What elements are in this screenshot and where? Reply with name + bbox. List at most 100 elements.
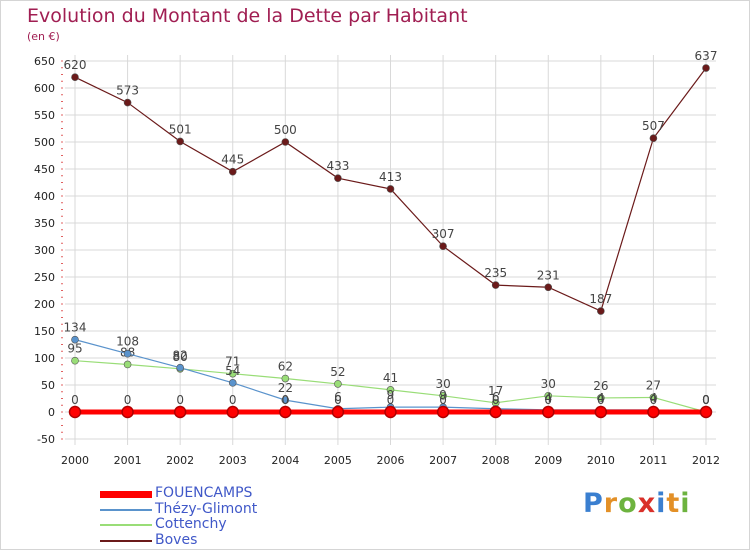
data-label: 6 (492, 390, 500, 404)
x-tick-label: 2011 (639, 454, 667, 467)
data-point (439, 242, 447, 251)
logo-letter: i (656, 488, 667, 519)
data-point (439, 391, 447, 400)
data-point (594, 405, 608, 419)
data-point (121, 405, 134, 419)
data-point (491, 281, 500, 289)
data-label: 507 (642, 119, 665, 133)
legend-swatch (100, 490, 152, 498)
y-tick-label: 450 (34, 163, 55, 176)
data-point (71, 356, 79, 365)
data-label: 620 (64, 58, 87, 72)
data-point (228, 167, 237, 176)
data-point (699, 405, 713, 419)
data-label: 95 (67, 342, 82, 356)
logo-letter: r (603, 488, 619, 519)
data-label: 433 (326, 159, 349, 173)
data-label: 17 (488, 384, 503, 398)
data-label: 0 (439, 393, 447, 407)
y-tick-label: 500 (34, 136, 55, 149)
data-point (331, 405, 345, 419)
data-label: 6 (334, 390, 342, 404)
y-tick-label: -50 (37, 433, 55, 446)
data-label: 30 (435, 377, 450, 391)
data-point (386, 185, 395, 193)
data-point (123, 349, 132, 358)
data-label: 54 (225, 364, 240, 378)
legend-label: Boves (155, 531, 198, 548)
data-label: 22 (278, 381, 293, 395)
data-point (123, 98, 132, 107)
data-label: 4 (597, 391, 605, 405)
data-label: 27 (646, 378, 661, 392)
legend-swatch (100, 508, 152, 511)
data-label: 413 (379, 170, 402, 184)
data-point (176, 363, 184, 372)
legend-swatch (100, 539, 152, 542)
logo-letter: i (680, 488, 691, 519)
data-label: 62 (278, 360, 293, 374)
data-label: 573 (116, 84, 139, 98)
data-label: 0 (702, 393, 710, 407)
x-tick-label: 2008 (482, 454, 510, 467)
y-tick-label: 300 (34, 244, 55, 257)
x-tick-label: 2000 (61, 454, 89, 467)
data-label: 71 (225, 355, 240, 369)
data-point (702, 64, 710, 72)
chart-title: Evolution du Montant de la Dette par Hab… (27, 5, 468, 27)
y-tick-label: 250 (34, 271, 55, 284)
data-point (123, 360, 132, 369)
data-label: 30 (541, 377, 556, 391)
data-point (281, 396, 290, 404)
data-label: 0 (176, 393, 184, 407)
y-tick-label: 100 (34, 352, 55, 365)
data-point (334, 174, 342, 182)
x-tick-label: 2012 (692, 454, 720, 467)
x-tick-label: 2009 (534, 454, 562, 467)
data-label: 4 (650, 391, 658, 405)
legend-swatch (100, 524, 152, 526)
data-label: 26 (593, 379, 608, 393)
x-tick-label: 2001 (114, 454, 142, 467)
data-point (281, 138, 290, 146)
data-label: 9 (387, 388, 395, 402)
data-label: 108 (116, 335, 139, 349)
data-point (597, 307, 605, 315)
legend-label: Thézy-Glimont (155, 500, 258, 517)
data-label: 0 (544, 393, 552, 407)
data-label: 0 (71, 393, 79, 407)
data-label: 187 (589, 292, 612, 306)
y-tick-label: 650 (34, 55, 55, 68)
data-label: 0 (702, 393, 710, 407)
data-label: 0 (229, 393, 237, 407)
data-point (173, 405, 187, 419)
data-point (489, 405, 502, 419)
x-tick-label: 2007 (429, 454, 457, 467)
data-label: 0 (334, 393, 342, 407)
data-point (542, 405, 555, 419)
data-point (228, 369, 237, 378)
data-label: 307 (432, 227, 455, 241)
y-tick-label: 0 (48, 406, 55, 419)
chart-subtitle: (en €) (27, 30, 60, 43)
y-tick-label: 50 (41, 379, 55, 392)
data-label: 0 (702, 393, 710, 407)
data-label: 52 (330, 365, 345, 379)
x-tick-label: 2003 (219, 454, 247, 467)
data-point (68, 405, 82, 419)
x-tick-label: 2010 (587, 454, 615, 467)
data-label: 235 (484, 266, 507, 280)
y-tick-label: 600 (34, 82, 55, 95)
data-label: 0 (387, 393, 395, 407)
y-tick-label: 150 (34, 325, 55, 338)
data-label: 80 (173, 350, 188, 364)
data-point (334, 380, 342, 388)
logo-letter: x (637, 488, 657, 519)
data-point (649, 134, 658, 143)
data-label: 637 (695, 49, 718, 63)
legend-label: FOUENCAMPS (155, 485, 253, 501)
data-point (647, 405, 660, 419)
logo-letter: P (583, 488, 604, 519)
data-point (386, 386, 395, 394)
data-point (544, 283, 553, 292)
